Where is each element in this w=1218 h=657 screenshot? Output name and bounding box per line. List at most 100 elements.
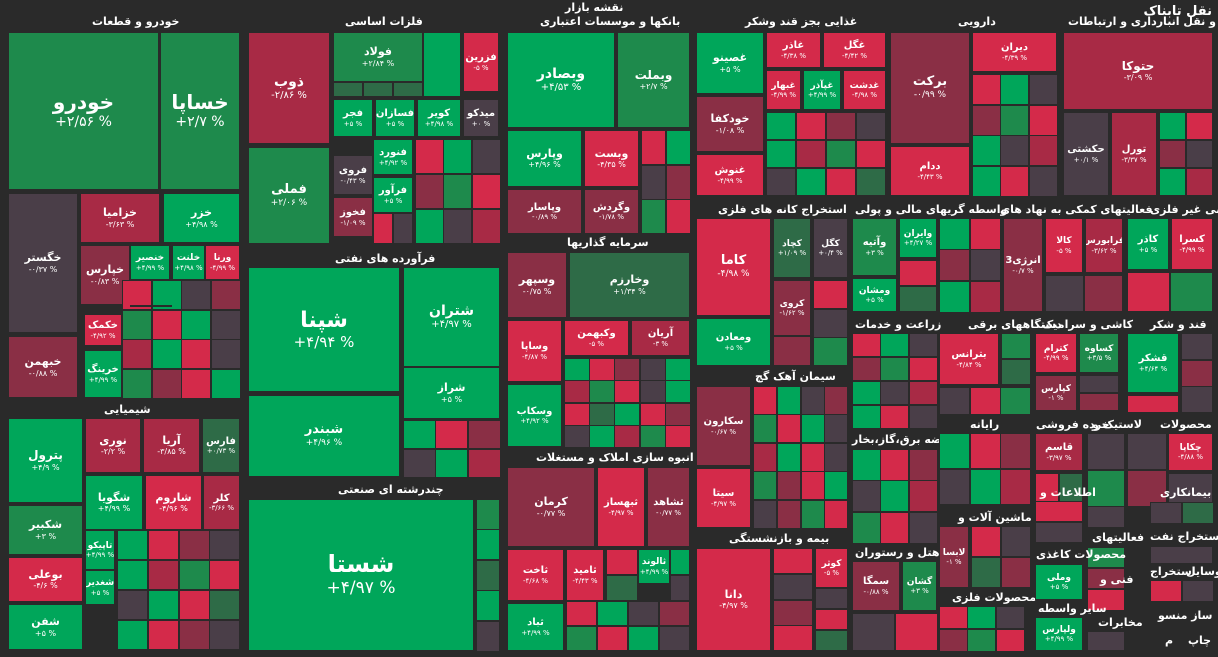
stock-tile-unlabeled[interactable] — [670, 575, 690, 601]
stock-tile-unlabeled[interactable] — [179, 590, 210, 620]
stock-tile-unlabeled[interactable] — [148, 590, 179, 620]
stock-tile-unlabeled[interactable] — [852, 333, 881, 357]
stock-tile-unlabeled[interactable] — [117, 590, 148, 620]
stock-tile-unlabeled[interactable] — [1000, 105, 1029, 136]
stock-tile-unlabeled[interactable] — [1127, 433, 1167, 470]
stock-tile[interactable]: فسازان +۵ % — [375, 99, 415, 137]
stock-tile[interactable]: وبصادر +۴/۵۳ % — [507, 32, 615, 128]
stock-tile[interactable]: خنصیر +۴/۹۹ % — [130, 245, 170, 280]
stock-tile-unlabeled[interactable] — [179, 530, 210, 560]
stock-tile-unlabeled[interactable] — [597, 601, 628, 626]
stock-tile-unlabeled[interactable] — [852, 449, 881, 481]
stock-tile-unlabeled[interactable] — [640, 380, 666, 403]
stock-tile[interactable]: سمگا -۰/۸۸ % — [852, 561, 900, 611]
stock-tile[interactable]: کاذر +۵ % — [1127, 218, 1169, 270]
stock-tile-unlabeled[interactable] — [640, 425, 666, 448]
stock-tile[interactable]: فرآور +۵ % — [373, 177, 413, 213]
stock-tile-unlabeled[interactable] — [1181, 333, 1213, 360]
stock-tile-unlabeled[interactable] — [589, 380, 615, 403]
stock-tile-unlabeled[interactable] — [826, 168, 856, 196]
stock-tile-unlabeled[interactable] — [373, 213, 393, 244]
stock-tile-unlabeled[interactable] — [117, 530, 148, 560]
stock-tile-unlabeled[interactable] — [435, 420, 468, 449]
stock-tile-unlabeled[interactable] — [1186, 168, 1213, 196]
stock-tile-unlabeled[interactable] — [435, 449, 468, 478]
stock-tile-unlabeled[interactable] — [333, 82, 363, 97]
stock-tile-unlabeled[interactable] — [1150, 546, 1213, 564]
stock-tile-unlabeled[interactable] — [211, 310, 241, 340]
stock-tile[interactable]: آریا -۳/۸۵ % — [143, 418, 200, 473]
stock-tile-unlabeled[interactable] — [972, 166, 1001, 197]
stock-tile-unlabeled[interactable] — [972, 105, 1001, 136]
stock-tile-unlabeled[interactable] — [1079, 393, 1119, 411]
stock-tile[interactable]: وملی +۵ % — [1035, 564, 1083, 600]
stock-tile-unlabeled[interactable] — [852, 613, 895, 651]
stock-tile-unlabeled[interactable] — [1170, 272, 1213, 312]
stock-tile[interactable]: وسکاب +۴/۹۲ % — [507, 384, 562, 447]
stock-tile-unlabeled[interactable] — [1186, 112, 1213, 140]
stock-tile-unlabeled[interactable] — [909, 405, 938, 429]
stock-tile[interactable]: وخارزم +۱/۳۴ % — [569, 252, 690, 318]
stock-tile-unlabeled[interactable] — [666, 199, 691, 234]
stock-tile-unlabeled[interactable] — [1029, 74, 1058, 105]
stock-tile-unlabeled[interactable] — [1084, 275, 1123, 312]
stock-tile[interactable]: نوری -۲/۲ % — [85, 418, 141, 473]
stock-tile[interactable]: وبست -۴/۳۵ % — [584, 130, 639, 187]
stock-tile-unlabeled[interactable] — [597, 626, 628, 651]
stock-tile-unlabeled[interactable] — [209, 560, 240, 590]
stock-tile[interactable]: وپارس +۴/۹۶ % — [507, 130, 582, 187]
stock-tile-unlabeled[interactable] — [415, 139, 444, 174]
stock-tile[interactable]: ومشان +۵ % — [852, 278, 897, 312]
stock-tile-unlabeled[interactable] — [393, 213, 413, 244]
stock-tile[interactable]: شستا +۴/۹۷ % — [248, 499, 474, 651]
stock-tile-unlabeled[interactable] — [472, 209, 501, 244]
stock-tile-unlabeled[interactable] — [152, 339, 182, 369]
stock-tile-unlabeled[interactable] — [589, 403, 615, 426]
stock-tile[interactable]: فزرین -۵ % — [463, 32, 499, 92]
stock-tile-unlabeled[interactable] — [1001, 359, 1031, 385]
stock-tile-unlabeled[interactable] — [1000, 469, 1031, 505]
stock-tile-unlabeled[interactable] — [880, 333, 909, 357]
stock-tile-unlabeled[interactable] — [415, 209, 444, 244]
stock-tile-unlabeled[interactable] — [148, 560, 179, 590]
stock-tile-unlabeled[interactable] — [181, 280, 211, 310]
stock-tile-unlabeled[interactable] — [666, 165, 691, 200]
stock-tile-unlabeled[interactable] — [1127, 272, 1170, 312]
stock-tile-unlabeled[interactable] — [880, 512, 909, 544]
stock-tile-unlabeled[interactable] — [939, 387, 970, 415]
stock-tile-unlabeled[interactable] — [801, 443, 825, 472]
stock-tile-unlabeled[interactable] — [152, 369, 182, 399]
stock-tile[interactable]: کرمان -۰/۷۷ % — [507, 467, 595, 547]
stock-tile[interactable]: لابسا -۱ % — [939, 526, 969, 588]
stock-tile-unlabeled[interactable] — [1186, 140, 1213, 168]
stock-tile-unlabeled[interactable] — [363, 82, 393, 97]
stock-tile-unlabeled[interactable] — [970, 281, 1001, 313]
stock-tile[interactable]: کویر +۴/۹۸ % — [417, 99, 461, 137]
stock-tile-unlabeled[interactable] — [1127, 470, 1167, 507]
stock-tile[interactable]: فنورد +۴/۹۲ % — [373, 139, 413, 175]
stock-tile-unlabeled[interactable] — [1159, 168, 1186, 196]
stock-tile[interactable]: حکشتی +۰/۱ % — [1063, 112, 1109, 196]
stock-tile[interactable]: کگل +۰/۴ % — [813, 218, 848, 278]
stock-tile[interactable]: شاروم -۴/۹۶ % — [145, 475, 202, 530]
stock-tile-unlabeled[interactable] — [564, 380, 590, 403]
stock-tile-unlabeled[interactable] — [753, 471, 777, 500]
stock-tile-unlabeled[interactable] — [614, 403, 640, 426]
stock-tile-unlabeled[interactable] — [403, 449, 436, 478]
stock-tile-unlabeled[interactable] — [614, 425, 640, 448]
stock-tile-unlabeled[interactable] — [1000, 433, 1031, 469]
stock-tile-unlabeled[interactable] — [476, 560, 500, 591]
stock-tile[interactable]: فروی -۰/۴۳ % — [333, 155, 373, 195]
stock-tile-unlabeled[interactable] — [181, 339, 211, 369]
stock-tile-unlabeled[interactable] — [856, 112, 886, 140]
stock-tile-unlabeled[interactable] — [641, 165, 666, 200]
stock-tile-unlabeled[interactable] — [939, 249, 970, 281]
stock-tile-unlabeled[interactable] — [753, 500, 777, 529]
stock-tile[interactable]: غاذر -۴/۳۸ % — [766, 32, 821, 68]
stock-tile-unlabeled[interactable] — [472, 139, 501, 174]
stock-tile-unlabeled[interactable] — [777, 471, 801, 500]
stock-tile-unlabeled[interactable] — [122, 310, 152, 340]
stock-tile-unlabeled[interactable] — [209, 530, 240, 560]
stock-tile[interactable]: بوعلی -۴/۶ % — [8, 557, 83, 602]
stock-tile-unlabeled[interactable] — [130, 305, 172, 307]
